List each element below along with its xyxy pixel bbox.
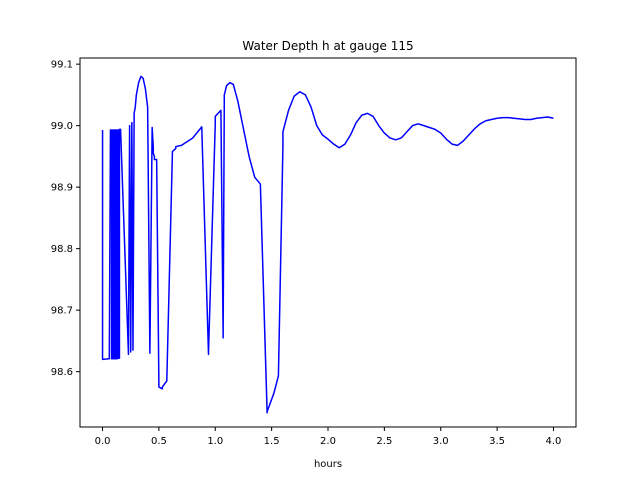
plot-area — [101, 75, 554, 414]
y-axis: 98.6 98.7 98.8 98.9 99.0 99.1 — [51, 60, 80, 378]
y-tick-label: 98.9 — [51, 183, 73, 194]
y-tick-label: 98.7 — [51, 306, 73, 317]
y-tick-label: 98.6 — [51, 367, 73, 378]
x-tick-label: 0.5 — [151, 436, 167, 447]
chart-title: Water Depth h at gauge 115 — [242, 39, 413, 53]
x-tick-label: 2.5 — [376, 436, 392, 447]
y-tick-label: 99.1 — [51, 60, 73, 71]
x-axis-title: hours — [314, 459, 342, 470]
series-line-gauge-115 — [101, 75, 554, 414]
x-tick-label: 3.5 — [489, 436, 505, 447]
plot-frame — [79, 57, 577, 428]
x-tick-label: 0.0 — [95, 436, 111, 447]
x-axis: 0.0 0.5 1.0 1.5 2.0 2.5 3.0 3.5 4.0 — [95, 427, 562, 447]
x-tick-label: 1.5 — [264, 436, 280, 447]
y-tick-label: 98.8 — [51, 244, 73, 255]
x-tick-label: 1.0 — [207, 436, 223, 447]
y-tick-label: 99.0 — [51, 121, 73, 132]
x-tick-label: 2.0 — [320, 436, 336, 447]
x-tick-label: 3.0 — [433, 436, 449, 447]
x-tick-label: 4.0 — [546, 436, 562, 447]
